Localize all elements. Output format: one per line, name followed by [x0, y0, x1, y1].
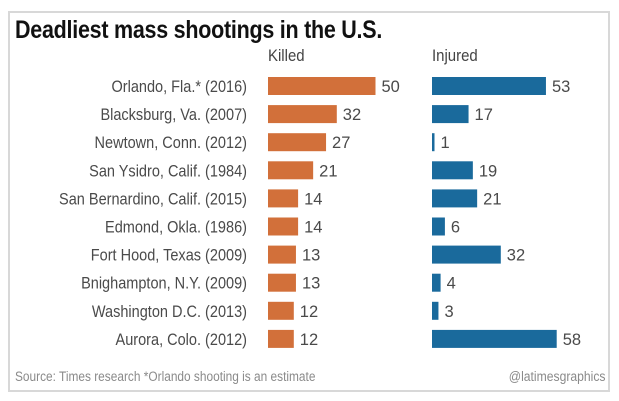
value-label-killed: 13	[302, 247, 320, 265]
category-label: San Ysidro, Calif. (1984)	[89, 162, 247, 180]
bar-killed	[268, 245, 296, 264]
category-label: Blacksburg, Va. (2007)	[100, 106, 247, 124]
value-label-killed: 14	[304, 190, 322, 208]
value-label-killed: 12	[300, 303, 318, 321]
bar-killed	[268, 217, 299, 236]
value-label-killed: 32	[343, 106, 361, 124]
bar-injured	[432, 189, 478, 208]
bar-injured	[432, 245, 501, 264]
value-label-killed: 12	[300, 331, 318, 349]
value-label-killed: 27	[332, 134, 350, 152]
bar-killed	[268, 273, 296, 292]
category-label: Newtown, Conn. (2012)	[95, 134, 247, 152]
category-label: Aurora, Colo. (2012)	[116, 331, 247, 349]
source-note: Source: Times research *Orlando shooting…	[15, 369, 316, 384]
category-label: Edmond, Okla. (1986)	[105, 219, 247, 237]
category-label: Washington D.C. (2013)	[92, 303, 247, 321]
bar-injured	[432, 77, 546, 95]
bar-injured	[432, 161, 473, 180]
value-label-killed: 13	[302, 275, 320, 293]
chart-frame	[8, 11, 610, 392]
bar-killed	[268, 161, 314, 180]
value-label-injured: 17	[475, 106, 493, 124]
value-label-killed: 21	[319, 162, 337, 180]
series-header-killed: Killed	[268, 46, 305, 65]
value-label-injured: 19	[479, 162, 497, 180]
bar-injured	[432, 105, 469, 124]
category-label: San Bernardino, Calif. (2015)	[59, 191, 247, 209]
bar-injured	[432, 301, 439, 320]
value-label-injured: 4	[447, 275, 456, 293]
value-label-injured: 3	[444, 303, 453, 321]
value-label-injured: 32	[507, 247, 525, 265]
category-label: Orlando, Fla.* (2016)	[112, 78, 247, 96]
value-label-injured: 58	[563, 331, 581, 349]
bar-killed	[268, 301, 294, 320]
chart-title: Deadliest mass shootings in the U.S.	[15, 16, 383, 44]
value-label-injured: 1	[441, 134, 450, 152]
bar-injured	[432, 329, 557, 348]
bar-injured	[432, 133, 435, 152]
bar-injured	[432, 217, 445, 236]
value-label-killed: 14	[304, 219, 322, 237]
bar-killed	[268, 329, 294, 348]
value-label-injured: 21	[483, 190, 501, 208]
category-label: Fort Hood, Texas (2009)	[91, 247, 247, 265]
bar-killed	[268, 133, 327, 152]
value-label-killed: 50	[382, 78, 400, 96]
bar-injured	[432, 273, 441, 292]
bar-killed	[268, 105, 337, 124]
bar-killed	[268, 77, 376, 95]
credit-label: @latimesgraphics	[508, 369, 605, 384]
value-label-injured: 6	[451, 219, 460, 237]
category-label: Bnighampton, N.Y. (2009)	[81, 275, 247, 293]
bar-killed	[268, 189, 299, 208]
series-header-injured: Injured	[432, 46, 478, 65]
value-label-injured: 53	[552, 78, 570, 96]
